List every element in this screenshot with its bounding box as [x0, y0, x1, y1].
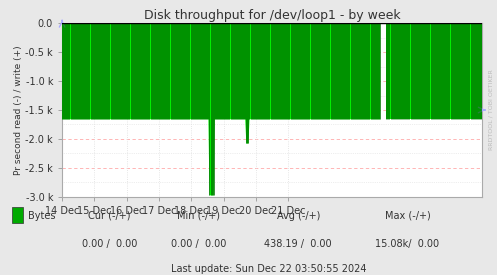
Text: 15.08k/  0.00: 15.08k/ 0.00 — [375, 239, 440, 249]
Text: 0.00 /  0.00: 0.00 / 0.00 — [82, 239, 137, 249]
Text: Bytes: Bytes — [28, 211, 56, 221]
Text: Max (-/+): Max (-/+) — [385, 211, 430, 221]
Text: Cur (-/+): Cur (-/+) — [88, 211, 131, 221]
Text: Avg (-/+): Avg (-/+) — [276, 211, 320, 221]
Title: Disk throughput for /dev/loop1 - by week: Disk throughput for /dev/loop1 - by week — [144, 9, 401, 22]
Text: RRDTOOL / TOBI OETIKER: RRDTOOL / TOBI OETIKER — [489, 70, 494, 150]
Text: Min (-/+): Min (-/+) — [177, 211, 220, 221]
Y-axis label: Pr second read (-) / write (+): Pr second read (-) / write (+) — [13, 45, 22, 175]
Text: Last update: Sun Dec 22 03:50:55 2024: Last update: Sun Dec 22 03:50:55 2024 — [170, 264, 366, 274]
Text: 0.00 /  0.00: 0.00 / 0.00 — [171, 239, 227, 249]
Bar — [12, 207, 23, 223]
Text: 438.19 /  0.00: 438.19 / 0.00 — [264, 239, 332, 249]
